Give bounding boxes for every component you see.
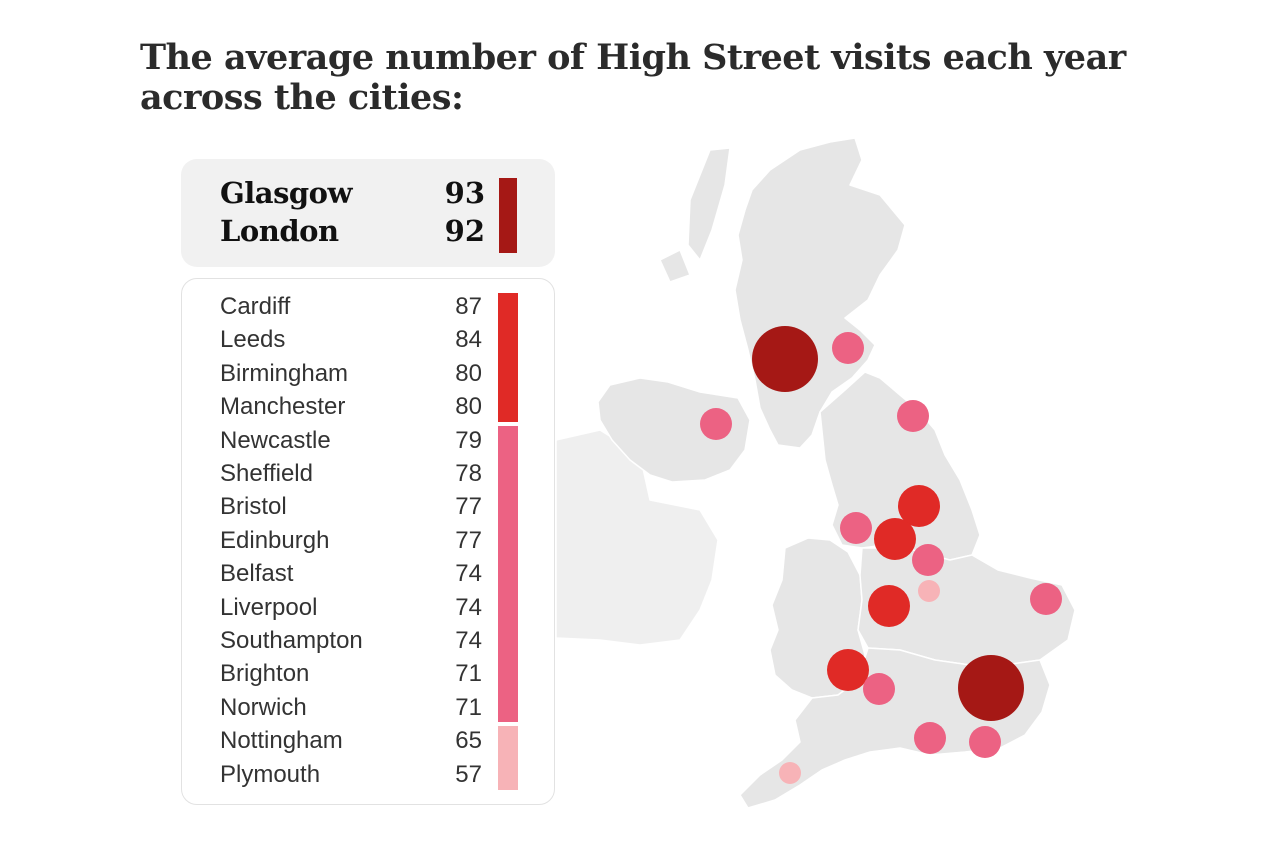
city-bubble-manchester — [874, 518, 916, 560]
city-value: 92 — [444, 214, 485, 248]
city-name: Liverpool — [220, 593, 318, 621]
city-ranking-list: Cardiff 87 Leeds 84 Birmingham 80 Manchester 80… — [181, 278, 555, 805]
list-item: Newcastle 79 — [220, 425, 482, 457]
top-city-row-glasgow: Glasgow 93 — [220, 176, 485, 214]
city-value: 57 — [455, 760, 482, 788]
list-item: Norwich 71 — [220, 692, 482, 724]
list-item: Birmingham 80 — [220, 358, 482, 390]
top-cities-panel: Glasgow 93 London 92 — [181, 159, 555, 267]
list-item: Plymouth 57 — [220, 759, 482, 791]
city-bubble-edinburgh — [832, 332, 864, 364]
city-bubble-glasgow — [752, 326, 818, 392]
city-value: 84 — [455, 326, 482, 354]
city-name: Newcastle — [220, 426, 331, 454]
list-item: Belfast 74 — [220, 558, 482, 590]
island-small — [659, 249, 691, 283]
city-value: 77 — [455, 526, 482, 554]
list-item: Manchester 80 — [220, 391, 482, 423]
list-item: Sheffield 78 — [220, 458, 482, 490]
city-value: 74 — [455, 560, 482, 588]
city-name: Birmingham — [220, 359, 349, 387]
city-name: Edinburgh — [220, 526, 330, 554]
list-item: Leeds 84 — [220, 324, 482, 356]
northern-ireland-landmass — [597, 377, 751, 483]
tier2-color-bar — [498, 293, 518, 422]
list-item: Southampton 74 — [220, 625, 482, 657]
city-value: 65 — [455, 727, 482, 755]
city-name: Glasgow — [220, 176, 352, 210]
city-name: Cardiff — [220, 293, 291, 320]
city-value: 77 — [455, 493, 482, 521]
city-bubble-leeds — [898, 485, 940, 527]
city-value: 80 — [455, 393, 482, 421]
list-item: Edinburgh 77 — [220, 525, 482, 557]
top-city-row-london: London 92 — [220, 214, 485, 252]
city-value: 93 — [444, 176, 485, 210]
city-name: Norwich — [220, 693, 307, 721]
city-bubble-nottingham — [918, 580, 940, 602]
tier3-color-bar — [498, 426, 518, 722]
city-bubble-southampton — [914, 722, 946, 754]
city-value: 74 — [455, 627, 482, 654]
city-bubble-london — [958, 655, 1024, 721]
city-bubble-liverpool — [840, 512, 872, 544]
city-value: 78 — [455, 460, 482, 487]
tier4-color-bar — [498, 726, 518, 790]
city-bubble-birmingham — [868, 585, 910, 627]
city-bubble-bristol — [863, 673, 895, 705]
city-name: Bristol — [220, 493, 287, 521]
city-value: 79 — [455, 426, 482, 454]
city-name: Southampton — [220, 627, 363, 654]
city-name: Plymouth — [220, 760, 321, 788]
city-bubble-plymouth — [779, 762, 801, 784]
city-value: 87 — [455, 293, 482, 320]
city-name: Nottingham — [220, 727, 343, 755]
hebrides-island — [687, 147, 731, 261]
city-name: London — [220, 214, 339, 248]
city-name: Leeds — [220, 326, 286, 354]
city-bubble-cardiff — [827, 649, 869, 691]
city-name: Manchester — [220, 393, 346, 421]
city-name: Belfast — [220, 560, 294, 588]
list-item: Liverpool 74 — [220, 592, 482, 624]
list-item: Bristol 77 — [220, 491, 482, 523]
list-item: Cardiff 87 — [220, 291, 482, 323]
city-bubble-belfast — [700, 408, 732, 440]
page-title: The average number of High Street visits… — [140, 37, 1126, 118]
city-bubble-sheffield — [912, 544, 944, 576]
list-item: Nottingham 65 — [220, 725, 482, 757]
uk-map — [555, 137, 1076, 809]
city-name: Sheffield — [220, 460, 313, 487]
tier1-color-bar — [499, 178, 517, 253]
city-value: 80 — [455, 359, 482, 387]
city-bubble-brighton — [969, 726, 1001, 758]
list-item: Brighton 71 — [220, 658, 482, 690]
city-value: 71 — [455, 693, 482, 721]
city-value: 74 — [455, 593, 482, 621]
city-bubble-norwich — [1030, 583, 1062, 615]
city-name: Brighton — [220, 660, 310, 688]
city-value: 71 — [455, 660, 482, 688]
city-bubble-newcastle — [897, 400, 929, 432]
